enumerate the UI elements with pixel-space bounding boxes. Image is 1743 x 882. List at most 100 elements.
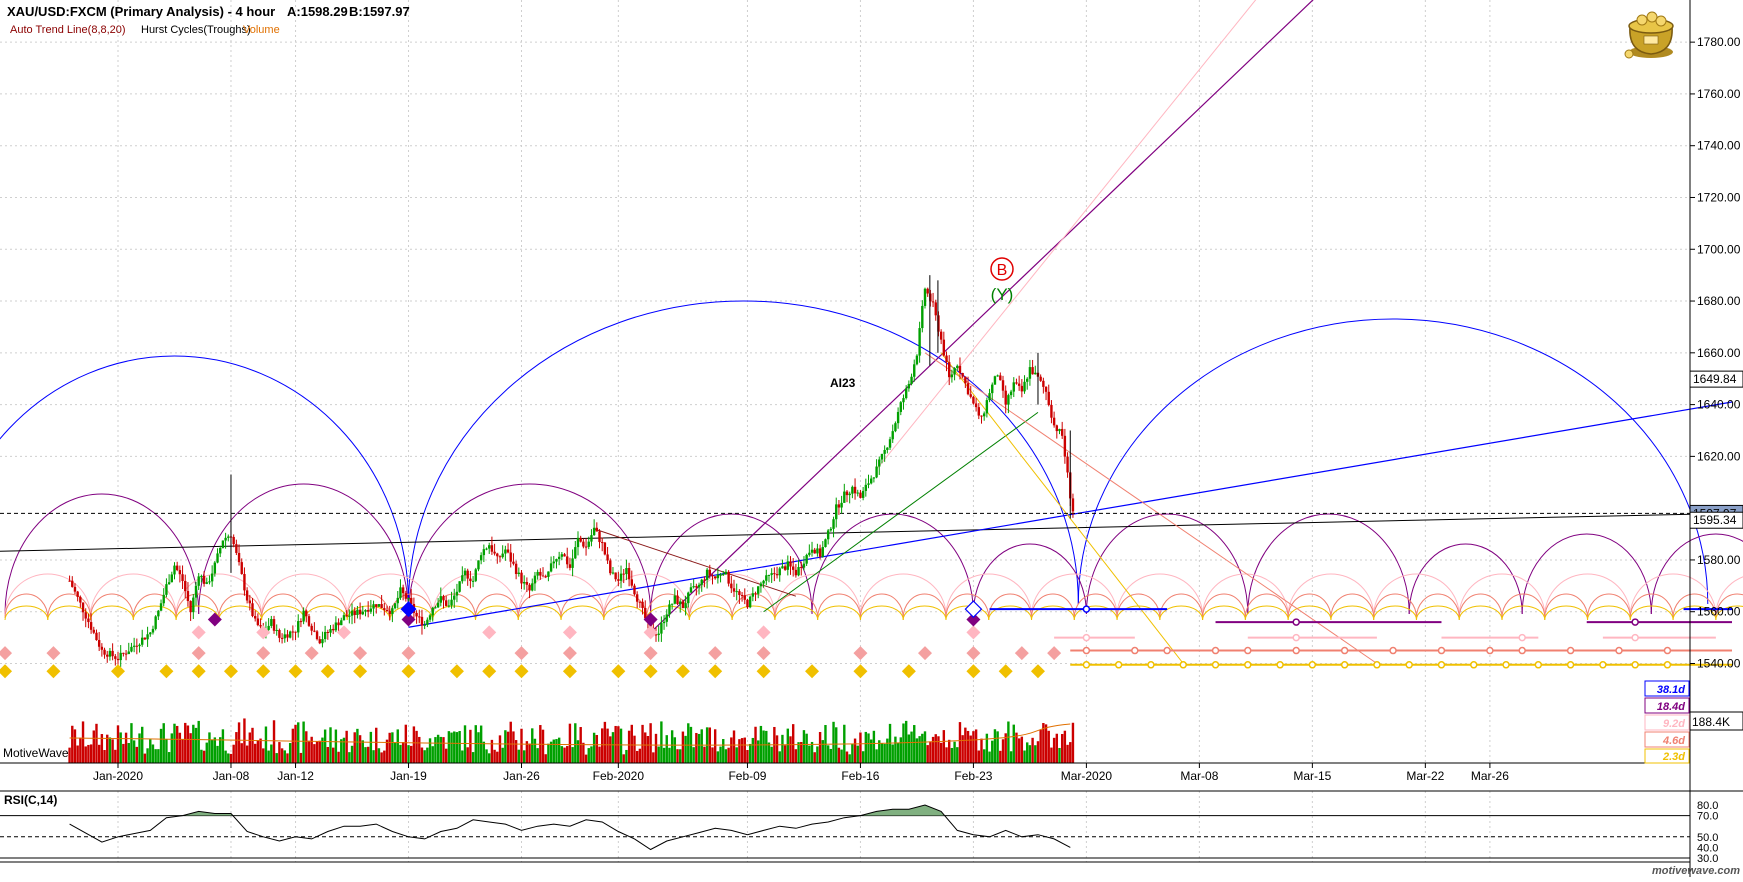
volume-bar: [87, 744, 90, 763]
candle-body: [76, 591, 79, 597]
volume-bar: [1009, 751, 1013, 763]
rsi-plot-area[interactable]: [0, 791, 1690, 862]
volume-bar: [1052, 737, 1056, 763]
candle-body: [969, 394, 972, 397]
indicator-auto-trend-line[interactable]: Auto Trend Line(8,8,20): [10, 24, 126, 36]
volume-bar: [813, 752, 816, 763]
time-axis[interactable]: Jan-2020 Jan-08 Jan-12 Jan-19 Jan-26 Feb-2020…: [93, 763, 1509, 783]
cycle-arc-2d: [688, 605, 733, 620]
candle-body: [1023, 381, 1026, 392]
trough-marker-2d: [159, 664, 174, 679]
candle-body: [1066, 456, 1069, 473]
volume-bar: [606, 728, 609, 763]
candle-body: [157, 610, 160, 617]
candle-body: [716, 574, 720, 579]
cycle-arc-2d: [1501, 605, 1546, 620]
candle-body: [711, 575, 714, 577]
candle-body: [880, 453, 884, 460]
candle-body: [751, 593, 755, 597]
candle-body: [420, 616, 424, 626]
cycle-proj-node: [1389, 646, 1397, 655]
trough-marker-38d: [400, 601, 417, 618]
volume-bar: [272, 720, 276, 763]
candle-body: [627, 568, 631, 580]
candle-body: [993, 376, 997, 385]
volume-bar: [224, 750, 227, 763]
candle-body: [240, 562, 243, 574]
price-label-box: [1689, 370, 1743, 388]
candle-body: [929, 293, 932, 302]
volume-bar: [84, 746, 87, 763]
candle-body: [708, 569, 711, 576]
candle-body: [297, 621, 300, 633]
volume-bar: [700, 729, 703, 763]
cycle-badge-9d: 9.2d: [1644, 714, 1690, 731]
trend-line-pink: [876, 0, 1257, 470]
volume-bar: [509, 721, 512, 763]
volume-bar: [517, 749, 521, 763]
candle-body: [474, 569, 477, 581]
candle-body: [130, 646, 133, 652]
candle-body: [399, 587, 402, 598]
y-tick-label: 1780.00: [1697, 35, 1741, 49]
candle-body: [802, 563, 806, 568]
volume-bar: [934, 734, 937, 763]
volume-bar: [1071, 722, 1075, 763]
candle-body: [1012, 382, 1015, 392]
volume-bar: [111, 739, 114, 763]
volume-bar: [342, 737, 346, 763]
candle-body: [415, 612, 418, 617]
candle-body: [783, 566, 787, 570]
indicator-volume[interactable]: Volume: [243, 24, 280, 36]
cycle-proj-node: [1470, 661, 1478, 669]
volume-bar: [638, 748, 642, 763]
cycle-arc-2d: [90, 605, 134, 620]
cycle-proj-node: [1437, 661, 1446, 669]
candle-body: [555, 559, 558, 562]
candle-body: [724, 571, 728, 575]
cycle-arc-2d: [945, 605, 990, 620]
volume-bar: [923, 731, 927, 763]
volume-bar: [358, 735, 362, 763]
footer-brand: motivewave.com: [1652, 865, 1740, 877]
indicator-hurst-cycles[interactable]: Hurst Cycles(Troughs): [141, 24, 251, 36]
cycle-arc-2d: [1031, 605, 1075, 620]
candle-body: [735, 591, 738, 593]
trough-marker-4d: [853, 646, 868, 661]
volume-bar: [848, 754, 851, 763]
candle-body: [97, 640, 101, 647]
volume-bar: [818, 731, 822, 763]
volume-bar: [633, 735, 636, 763]
svg-text:9.2d: 9.2d: [1663, 718, 1685, 730]
trough-marker-18d: [643, 612, 658, 627]
volume-bar: [380, 752, 383, 763]
volume-bar: [321, 737, 324, 763]
candle-body: [692, 586, 695, 588]
volume-bar: [286, 753, 289, 763]
volume-bar: [592, 732, 596, 763]
volume-bar: [356, 728, 359, 763]
candle-body: [837, 504, 841, 508]
volume-bar: [996, 731, 999, 763]
candle-body: [512, 561, 515, 564]
candle-body: [224, 537, 227, 541]
candle-body: [544, 576, 547, 578]
volume-bar: [853, 738, 857, 763]
cycle-arc-2d: [1587, 605, 1631, 620]
trough-marker-2d: [901, 664, 916, 679]
cycle-arc-4d: [47, 593, 92, 618]
candle-body: [595, 527, 599, 532]
candle-body: [479, 555, 483, 561]
candle-body: [730, 583, 733, 589]
candle-body: [315, 631, 319, 640]
volume-bar: [235, 732, 238, 763]
candle-body: [216, 553, 219, 563]
volume-bar: [1015, 732, 1018, 763]
volume-bar: [450, 732, 453, 763]
price-axis[interactable]: 1780.00 1760.00 1740.00 1720.00 1700.00 1680.…: [1689, 35, 1743, 671]
volume-bar: [724, 749, 728, 763]
candle-body: [625, 568, 628, 575]
volume-bar: [574, 723, 577, 763]
